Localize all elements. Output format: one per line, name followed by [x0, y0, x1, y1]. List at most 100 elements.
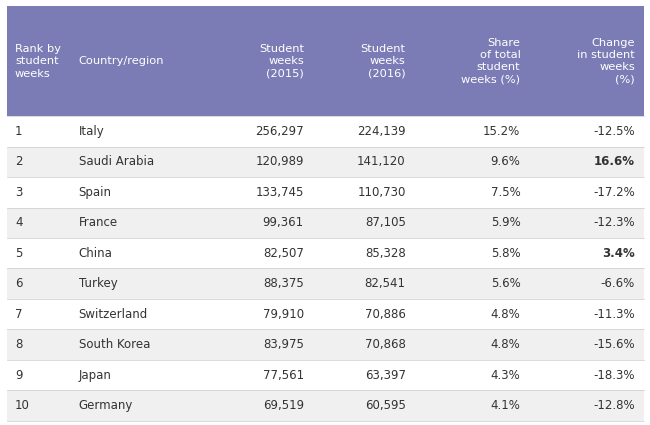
Text: 5.8%: 5.8%	[491, 247, 521, 260]
Text: 1: 1	[15, 125, 23, 138]
Text: -11.3%: -11.3%	[593, 308, 635, 320]
Text: -12.5%: -12.5%	[593, 125, 635, 138]
Text: Saudi Arabia: Saudi Arabia	[79, 156, 154, 168]
Bar	[6, 329, 70, 360]
Text: 256,297: 256,297	[255, 125, 304, 138]
Text: 70,886: 70,886	[365, 308, 406, 320]
Text: 120,989: 120,989	[255, 156, 304, 168]
Bar	[70, 329, 211, 360]
Text: 9.6%: 9.6%	[491, 156, 521, 168]
Text: South Korea: South Korea	[79, 338, 150, 351]
Text: Japan: Japan	[79, 368, 112, 382]
Text: -17.2%: -17.2%	[593, 186, 635, 199]
Text: 5.6%: 5.6%	[491, 277, 521, 290]
Text: 133,745: 133,745	[255, 186, 304, 199]
Bar	[312, 360, 414, 390]
Text: Germany: Germany	[79, 399, 133, 412]
Text: 85,328: 85,328	[365, 247, 406, 260]
Bar	[211, 329, 312, 360]
Text: 79,910: 79,910	[263, 308, 304, 320]
Text: Spain: Spain	[79, 186, 112, 199]
Bar	[70, 269, 211, 299]
Bar	[529, 207, 644, 238]
Text: Student
weeks
(2015): Student weeks (2015)	[259, 44, 304, 79]
Bar	[211, 147, 312, 177]
Text: 88,375: 88,375	[263, 277, 304, 290]
Bar	[211, 6, 312, 116]
Text: 7: 7	[15, 308, 23, 320]
Text: 87,105: 87,105	[365, 216, 406, 229]
Bar	[70, 360, 211, 390]
Bar	[70, 238, 211, 269]
Text: -18.3%: -18.3%	[593, 368, 635, 382]
Bar	[211, 299, 312, 329]
Bar	[529, 390, 644, 421]
Text: 4.8%: 4.8%	[491, 308, 521, 320]
Bar	[70, 177, 211, 207]
Bar	[211, 390, 312, 421]
Bar	[312, 390, 414, 421]
Text: Switzerland: Switzerland	[79, 308, 148, 320]
Text: China: China	[79, 247, 112, 260]
Bar	[70, 207, 211, 238]
Bar	[6, 6, 70, 116]
Bar	[529, 177, 644, 207]
Text: 69,519: 69,519	[263, 399, 304, 412]
Bar	[6, 147, 70, 177]
Text: Change
in student
weeks
(%): Change in student weeks (%)	[577, 38, 635, 85]
Text: 63,397: 63,397	[365, 368, 406, 382]
Text: 9: 9	[15, 368, 23, 382]
Bar	[529, 329, 644, 360]
Text: 224,139: 224,139	[357, 125, 406, 138]
Bar	[70, 6, 211, 116]
Text: 77,561: 77,561	[263, 368, 304, 382]
Bar	[70, 116, 211, 147]
Text: 4.8%: 4.8%	[491, 338, 521, 351]
Bar	[211, 238, 312, 269]
Text: 141,120: 141,120	[357, 156, 406, 168]
Bar	[529, 299, 644, 329]
Text: 5: 5	[15, 247, 22, 260]
Bar	[6, 207, 70, 238]
Text: 83,975: 83,975	[263, 338, 304, 351]
Bar	[211, 360, 312, 390]
Text: -15.6%: -15.6%	[593, 338, 635, 351]
Bar	[6, 299, 70, 329]
Text: Rank by
student
weeks: Rank by student weeks	[15, 44, 61, 79]
Bar	[414, 177, 529, 207]
Bar	[70, 390, 211, 421]
Text: -12.8%: -12.8%	[593, 399, 635, 412]
Text: 82,541: 82,541	[365, 277, 406, 290]
Bar	[70, 147, 211, 177]
Text: 3.4%: 3.4%	[603, 247, 635, 260]
Bar	[414, 116, 529, 147]
Text: Share
of total
student
weeks (%): Share of total student weeks (%)	[462, 38, 521, 85]
Bar	[414, 360, 529, 390]
Text: -12.3%: -12.3%	[593, 216, 635, 229]
Text: 4.3%: 4.3%	[491, 368, 521, 382]
Text: 70,868: 70,868	[365, 338, 406, 351]
Bar	[6, 390, 70, 421]
Text: -6.6%: -6.6%	[601, 277, 635, 290]
Bar	[6, 238, 70, 269]
Bar	[312, 329, 414, 360]
Text: 4.1%: 4.1%	[491, 399, 521, 412]
Bar	[312, 207, 414, 238]
Bar	[414, 147, 529, 177]
Bar	[312, 177, 414, 207]
Bar	[529, 147, 644, 177]
Bar	[312, 6, 414, 116]
Bar	[6, 269, 70, 299]
Bar	[211, 207, 312, 238]
Bar	[211, 269, 312, 299]
Text: Turkey: Turkey	[79, 277, 118, 290]
Text: 7.5%: 7.5%	[491, 186, 521, 199]
Bar	[414, 238, 529, 269]
Bar	[414, 269, 529, 299]
Text: 16.6%: 16.6%	[594, 156, 635, 168]
Bar	[6, 360, 70, 390]
Text: 6: 6	[15, 277, 23, 290]
Text: 8: 8	[15, 338, 22, 351]
Bar	[529, 116, 644, 147]
Bar	[312, 269, 414, 299]
